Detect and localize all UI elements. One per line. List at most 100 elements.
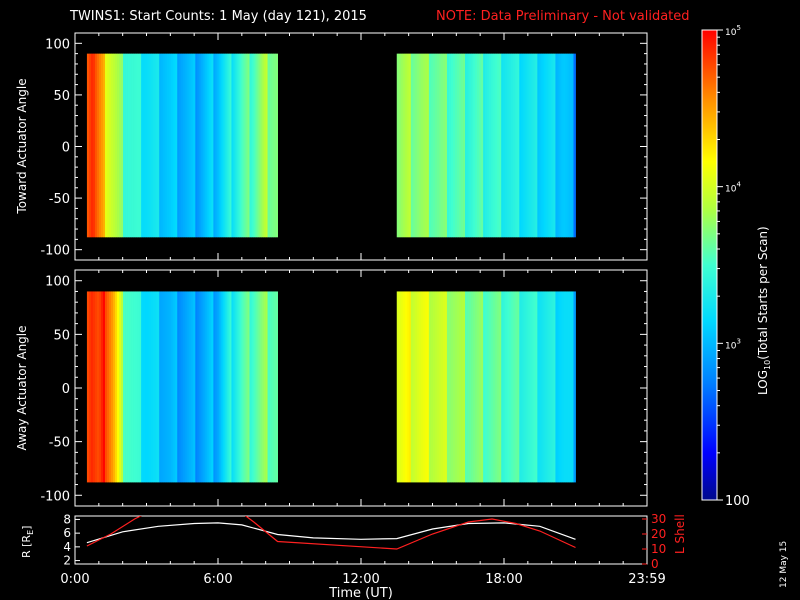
- toward-heatmap-cell: [503, 53, 506, 238]
- toward-heatmap-cell: [406, 53, 410, 238]
- toward-heatmap-cell: [471, 53, 474, 238]
- toward-heatmap-cell: [139, 53, 142, 238]
- away-heatmap-cell: [104, 291, 108, 483]
- toward-heatmap-cell: [559, 53, 562, 238]
- r-y-tick-label: 2: [63, 554, 71, 568]
- toward-heatmap-cell: [193, 53, 196, 238]
- away-heatmap-cell: [529, 291, 532, 483]
- toward-heatmap-cell: [485, 53, 488, 238]
- away-heatmap-cell: [175, 291, 178, 483]
- toward-heatmap-cell: [102, 53, 106, 238]
- toward-heatmap-cell: [541, 53, 544, 238]
- toward-heatmap-cell: [412, 53, 416, 238]
- away-heatmap-cell: [245, 291, 248, 483]
- away-heatmap-cell: [541, 291, 544, 483]
- toward-heatmap-cell: [185, 53, 188, 238]
- toward-heatmap-cell: [173, 53, 176, 238]
- away-heatmap-cell: [203, 291, 206, 483]
- away-heatmap-cell: [96, 291, 100, 483]
- away-heatmap-cell: [143, 291, 146, 483]
- toward-heatmap-cell: [477, 53, 480, 238]
- toward-heatmap-cell: [457, 53, 460, 238]
- away-heatmap-cell: [195, 291, 198, 483]
- away-heatmap-cell: [559, 291, 562, 483]
- toward-heatmap-cell: [187, 53, 190, 238]
- away-heatmap-cell: [247, 291, 250, 483]
- away-heatmap-cell: [563, 291, 566, 483]
- toward-heatmap-cell: [96, 53, 100, 238]
- toward-heatmap-cell: [247, 53, 250, 238]
- toward-heatmap-cell: [86, 53, 90, 238]
- toward-heatmap-cell: [557, 53, 560, 238]
- toward-heatmap-cell: [143, 53, 146, 238]
- away-heatmap-cell: [551, 291, 554, 483]
- toward-heatmap-cell: [211, 53, 214, 238]
- away-heatmap-cell: [86, 291, 90, 483]
- lshell-y-tick-label: 30: [651, 512, 666, 526]
- away-heatmap-cell: [442, 291, 446, 483]
- toward-heatmap-cell: [169, 53, 172, 238]
- away-heatmap-cell: [525, 291, 528, 483]
- toward-heatmap-cell: [404, 53, 408, 238]
- away-heatmap-cell: [151, 291, 154, 483]
- toward-heatmap-cell: [100, 53, 104, 238]
- away-heatmap-cell: [251, 291, 254, 483]
- r-distance-line: [86, 522, 576, 544]
- away-heatmap-cell: [569, 291, 572, 483]
- away-heatmap-cell: [489, 291, 492, 483]
- away-heatmap-cell: [539, 291, 542, 483]
- away-heatmap-cell: [509, 291, 512, 483]
- toward-heatmap-cell: [189, 53, 192, 238]
- r-y-tick-label: 4: [63, 540, 71, 554]
- away-heatmap-cell: [169, 291, 172, 483]
- away-heatmap-cell: [446, 291, 450, 483]
- away-heatmap-cell: [440, 291, 444, 483]
- toward-heatmap-cell: [436, 53, 440, 238]
- away-heatmap-cell: [271, 291, 274, 483]
- away-heatmap-cell: [211, 291, 214, 483]
- away-heatmap-cell: [137, 291, 140, 483]
- away-heatmap-cell: [461, 291, 464, 483]
- toward-heatmap-cell: [223, 53, 226, 238]
- away-heatmap-cell: [165, 291, 168, 483]
- away-heatmap-cell: [459, 291, 462, 483]
- away-heatmap-cell: [408, 291, 412, 483]
- toward-heatmap-cell: [241, 53, 244, 238]
- away-heatmap-cell: [565, 291, 568, 483]
- toward-heatmap-cell: [505, 53, 508, 238]
- toward-heatmap-cell: [147, 53, 150, 238]
- toward-heatmap-cell: [565, 53, 568, 238]
- away-y-tick-label: -100: [40, 489, 70, 504]
- toward-heatmap-cell: [243, 53, 246, 238]
- away-heatmap-cell: [275, 291, 278, 483]
- away-heatmap-cell: [199, 291, 202, 483]
- toward-heatmap-cell: [131, 53, 134, 238]
- away-heatmap-cell: [102, 291, 106, 483]
- away-heatmap-cell: [94, 291, 98, 483]
- toward-heatmap-cell: [499, 53, 502, 238]
- away-heatmap-cell: [233, 291, 236, 483]
- away-heatmap-cell: [147, 291, 150, 483]
- toward-heatmap-cell: [155, 53, 158, 238]
- toward-heatmap-cell: [567, 53, 570, 238]
- toward-heatmap-cell: [209, 53, 212, 238]
- toward-heatmap-cell: [157, 53, 160, 238]
- toward-heatmap-cell: [465, 53, 468, 238]
- toward-heatmap-cell: [515, 53, 518, 238]
- toward-heatmap-cell: [426, 53, 430, 238]
- away-heatmap-cell: [253, 291, 256, 483]
- generation-date: 12 May 15: [779, 541, 789, 588]
- toward-x-ticks: [74, 33, 648, 260]
- toward-heatmap-cell: [537, 53, 540, 238]
- away-heatmap-cell: [414, 291, 418, 483]
- colorbar-tick-label: 104: [725, 181, 741, 195]
- away-heatmap-cell: [181, 291, 184, 483]
- toward-heatmap-cell: [432, 53, 436, 238]
- toward-heatmap-cell: [489, 53, 492, 238]
- away-heatmap: [86, 291, 576, 483]
- toward-heatmap-cell: [203, 53, 206, 238]
- away-heatmap-cell: [485, 291, 488, 483]
- toward-heatmap-cell: [545, 53, 548, 238]
- colorbar-ticks: 105 104 103 100: [717, 24, 750, 509]
